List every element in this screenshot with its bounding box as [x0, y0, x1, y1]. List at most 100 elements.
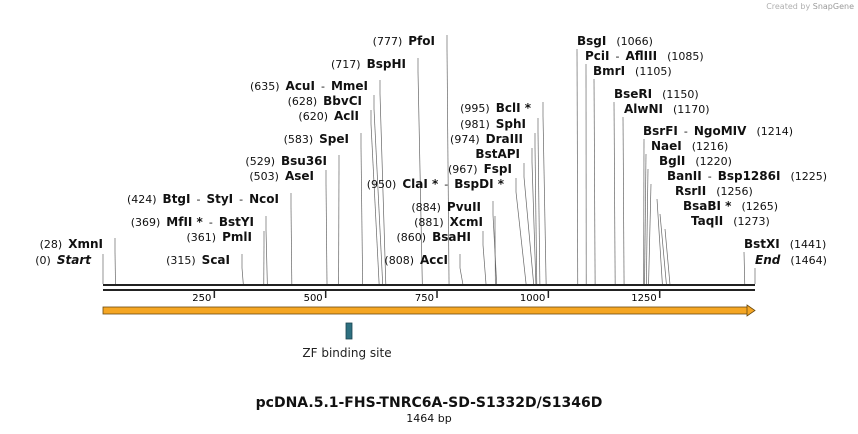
enzyme-name: PfoI — [408, 34, 435, 48]
site-position: (881) — [414, 216, 444, 229]
enzyme-name: BsaHI — [432, 230, 471, 244]
enzyme-name: PvuII — [447, 200, 481, 214]
enzyme-name: PciI — [585, 49, 610, 63]
site-connector — [542, 115, 547, 285]
credit-prefix: Created by — [766, 2, 811, 11]
scale-tick-label: 1000 — [520, 293, 545, 304]
enzyme-name: BseRI — [614, 87, 652, 101]
site-position: (424) — [127, 193, 157, 206]
enzyme-name: BstAPI — [475, 147, 520, 161]
enzyme-separator: - — [321, 80, 325, 93]
site-position: (315) — [166, 254, 196, 267]
enzyme-name: ScaI — [202, 253, 230, 267]
site-position: (1170) — [673, 103, 710, 116]
site-position: (974) — [450, 133, 480, 146]
enzyme-separator: - — [708, 170, 712, 183]
enzyme-name: BclI * — [496, 101, 532, 115]
enzyme-name: MfII * — [166, 215, 203, 229]
plasmid-linear-map: 250 500 750 1000 1250 ZF binding site (0) Start… — [35, 34, 827, 360]
enzyme-name: BsrFI — [643, 124, 678, 138]
enzyme-name: BspHI — [367, 57, 406, 71]
site-connector — [613, 101, 616, 285]
site-position: (1225) — [790, 170, 827, 183]
enzyme-name: NaeI — [651, 139, 682, 153]
site-position: (1273) — [733, 215, 770, 228]
enzyme-separator: - — [209, 216, 213, 229]
enzyme-name: TaqII — [691, 214, 723, 228]
site-position: (369) — [131, 216, 161, 229]
snapgene-credit: Created by SnapGene — [766, 2, 854, 11]
site-position: (981) — [460, 118, 490, 131]
enzyme-name: BspDI * — [454, 177, 504, 191]
enzyme-name: AseI — [285, 169, 314, 183]
site-connector — [459, 267, 464, 285]
enzyme-name: PmlI — [222, 230, 252, 244]
site-position: (995) — [460, 102, 490, 115]
enzyme-name: BstXI — [744, 237, 780, 251]
enzyme-name: AclI — [334, 109, 359, 123]
enzyme-name: BglI — [659, 154, 685, 168]
site-position: (583) — [284, 133, 314, 146]
site-position: (1464) — [790, 254, 827, 267]
enzyme-separator: - — [239, 193, 243, 206]
enzyme-name: Bsu36I — [281, 154, 327, 168]
enzyme-separator: - — [444, 178, 448, 191]
enzyme-name: SphI — [496, 117, 526, 131]
enzyme-name: BbvCI — [323, 94, 362, 108]
enzyme-name: FspI — [484, 162, 512, 176]
site-position: (361) — [187, 231, 217, 244]
site-connector — [265, 229, 268, 285]
plasmid-title: pcDNA.5.1-FHS-TNRC6A-SD-S1332D/S1346D — [255, 395, 603, 411]
enzyme-name: NcoI — [249, 192, 279, 206]
site-connector — [446, 48, 450, 285]
enzyme-name: Start — [57, 253, 92, 267]
scale-tick-label: 750 — [415, 293, 434, 304]
site-position: (1105) — [635, 65, 672, 78]
site-connector — [370, 123, 380, 285]
enzyme-name: AflIII — [625, 49, 657, 63]
site-position: (620) — [298, 110, 328, 123]
enzyme-name: BsgI — [577, 34, 606, 48]
enzyme-name: BmrI — [593, 64, 625, 78]
site-connector — [360, 146, 363, 285]
enzyme-name: BsaBI * — [683, 199, 732, 213]
enzyme-name: XmnI — [68, 237, 103, 251]
site-connector — [290, 206, 293, 285]
orf-arrow — [102, 306, 750, 315]
site-connector — [645, 168, 649, 285]
enzyme-name: AlwNI — [624, 102, 663, 116]
site-connector — [417, 71, 423, 285]
site-connector — [622, 116, 625, 285]
credit-brand: SnapGene — [812, 2, 854, 11]
enzyme-name: AccI — [420, 253, 448, 267]
site-connector — [593, 78, 596, 285]
site-connector — [664, 228, 671, 285]
enzyme-name: BstYI — [219, 215, 254, 229]
site-position: (808) — [384, 254, 414, 267]
site-position: (777) — [373, 35, 403, 48]
site-position: (1220) — [695, 155, 732, 168]
enzyme-name: SpeI — [319, 132, 349, 146]
site-connector — [656, 198, 663, 285]
enzyme-separator: - — [196, 193, 200, 206]
scale-tick-label: 250 — [192, 293, 211, 304]
site-position: (860) — [397, 231, 427, 244]
enzyme-name: End — [755, 253, 781, 267]
site-position: (0) — [35, 254, 51, 267]
site-position: (950) — [367, 178, 397, 191]
enzyme-name: BanII — [667, 169, 702, 183]
site-connector — [373, 108, 384, 285]
enzyme-name: RsrII — [675, 184, 706, 198]
site-position: (1256) — [716, 185, 753, 198]
enzyme-name: ClaI * — [402, 177, 439, 191]
site-connector — [644, 153, 647, 285]
site-connector — [537, 131, 541, 285]
site-position: (1216) — [692, 140, 729, 153]
site-connector — [241, 267, 244, 285]
enzyme-separator: - — [684, 125, 688, 138]
site-position: (628) — [288, 95, 318, 108]
site-position: (884) — [411, 201, 441, 214]
enzyme-name: StyI — [206, 192, 233, 206]
enzyme-name: XcmI — [450, 215, 483, 229]
orf-arrow-head — [746, 304, 756, 317]
